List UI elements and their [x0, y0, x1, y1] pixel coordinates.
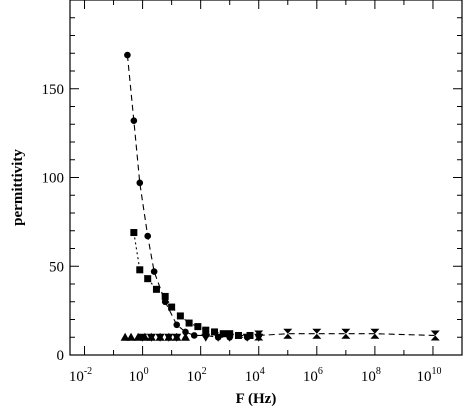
series-4-point [225, 333, 235, 342]
series-2-point [194, 323, 202, 331]
x-axis-title: F (Hz) [236, 391, 277, 407]
series-1-point [144, 232, 152, 240]
series-4-point [155, 333, 165, 342]
series-1-point [136, 179, 144, 187]
series-5-point [370, 328, 380, 339]
series-2-point [144, 275, 152, 283]
y-axis-title: permittivity [10, 149, 26, 226]
series-3-point [120, 332, 130, 341]
series-4-point [138, 333, 148, 342]
series-4-point [242, 333, 252, 342]
series-1-point [173, 321, 181, 329]
series-5-line [258, 333, 436, 337]
series-3-point [126, 332, 136, 341]
series-1-point [161, 298, 169, 306]
x-tick-label: 106 [303, 366, 323, 385]
series-1-point [130, 117, 138, 124]
series-5-point [283, 328, 293, 339]
series-2-point [202, 326, 210, 334]
series-4-point [146, 333, 156, 342]
series-5-point [430, 330, 440, 341]
series-lines [126, 54, 436, 338]
x-tick-label: 100 [129, 366, 149, 385]
x-tick-label: 104 [245, 366, 265, 385]
series-markers [120, 51, 440, 342]
x-tick-label: 108 [361, 366, 381, 385]
series-2-point [130, 229, 138, 237]
series-2-point [168, 303, 176, 311]
series-5-point [312, 328, 322, 339]
y-tick-label: 50 [49, 259, 64, 275]
series-1-line [126, 54, 259, 338]
series-2-point [211, 328, 219, 336]
x-tick-labels: 10-2 100 102 104 106 108 1010 [69, 366, 442, 385]
series-2-point [176, 312, 184, 320]
series-3-point [180, 332, 190, 341]
series-2-point [136, 266, 144, 274]
series-4-point [164, 333, 174, 342]
y-tick-label: 150 [42, 82, 65, 98]
series-2-point [152, 285, 160, 293]
x-tick-label: 102 [187, 366, 207, 385]
plot-frame [69, 0, 463, 356]
series-1-point [124, 51, 131, 59]
series-2-point [226, 330, 234, 338]
series-1-point [150, 268, 158, 275]
y-tick-label: 100 [42, 171, 65, 187]
x-tick-label: 1010 [416, 366, 441, 385]
y-tick-labels: 0 50 100 150 [42, 82, 65, 364]
y-tick-label: 0 [57, 348, 65, 364]
axis-ticks [70, 0, 463, 356]
series-5-point [254, 330, 264, 341]
series-2-point [185, 319, 193, 327]
series-4-point [213, 333, 223, 342]
x-tick-label: 10-2 [69, 366, 92, 385]
series-5-point [341, 328, 351, 339]
series-2-point [161, 292, 169, 300]
series-2-point [234, 331, 242, 339]
series-1-point [190, 332, 198, 339]
series-4-point [172, 333, 182, 342]
series-1-point [182, 328, 189, 336]
series-4-point [201, 333, 211, 342]
series-2-point [219, 330, 227, 338]
series-3-point [133, 332, 143, 341]
